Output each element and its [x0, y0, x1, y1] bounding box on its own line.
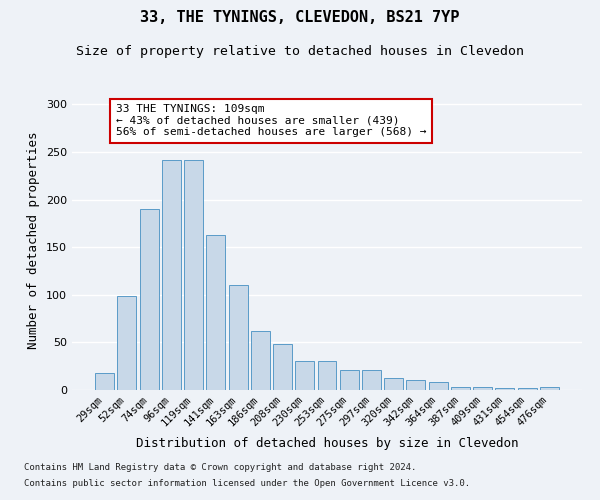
Bar [384, 378, 403, 390]
Y-axis label: Number of detached properties: Number of detached properties [28, 131, 40, 349]
Bar [295, 362, 314, 390]
Bar [406, 380, 425, 390]
Bar [206, 235, 225, 390]
Bar [340, 370, 359, 390]
X-axis label: Distribution of detached houses by size in Clevedon: Distribution of detached houses by size … [136, 437, 518, 450]
Text: 33 THE TYNINGS: 109sqm
← 43% of detached houses are smaller (439)
56% of semi-de: 33 THE TYNINGS: 109sqm ← 43% of detached… [116, 104, 426, 138]
Bar [184, 160, 203, 390]
Bar [251, 331, 270, 390]
Bar [95, 373, 114, 390]
Bar [362, 370, 381, 390]
Bar [317, 362, 337, 390]
Bar [162, 160, 181, 390]
Bar [140, 209, 158, 390]
Text: Size of property relative to detached houses in Clevedon: Size of property relative to detached ho… [76, 45, 524, 58]
Bar [540, 387, 559, 390]
Bar [229, 285, 248, 390]
Bar [518, 388, 536, 390]
Bar [118, 296, 136, 390]
Bar [273, 344, 292, 390]
Bar [496, 388, 514, 390]
Bar [429, 382, 448, 390]
Bar [473, 387, 492, 390]
Text: 33, THE TYNINGS, CLEVEDON, BS21 7YP: 33, THE TYNINGS, CLEVEDON, BS21 7YP [140, 10, 460, 25]
Text: Contains HM Land Registry data © Crown copyright and database right 2024.: Contains HM Land Registry data © Crown c… [24, 464, 416, 472]
Text: Contains public sector information licensed under the Open Government Licence v3: Contains public sector information licen… [24, 478, 470, 488]
Bar [451, 387, 470, 390]
